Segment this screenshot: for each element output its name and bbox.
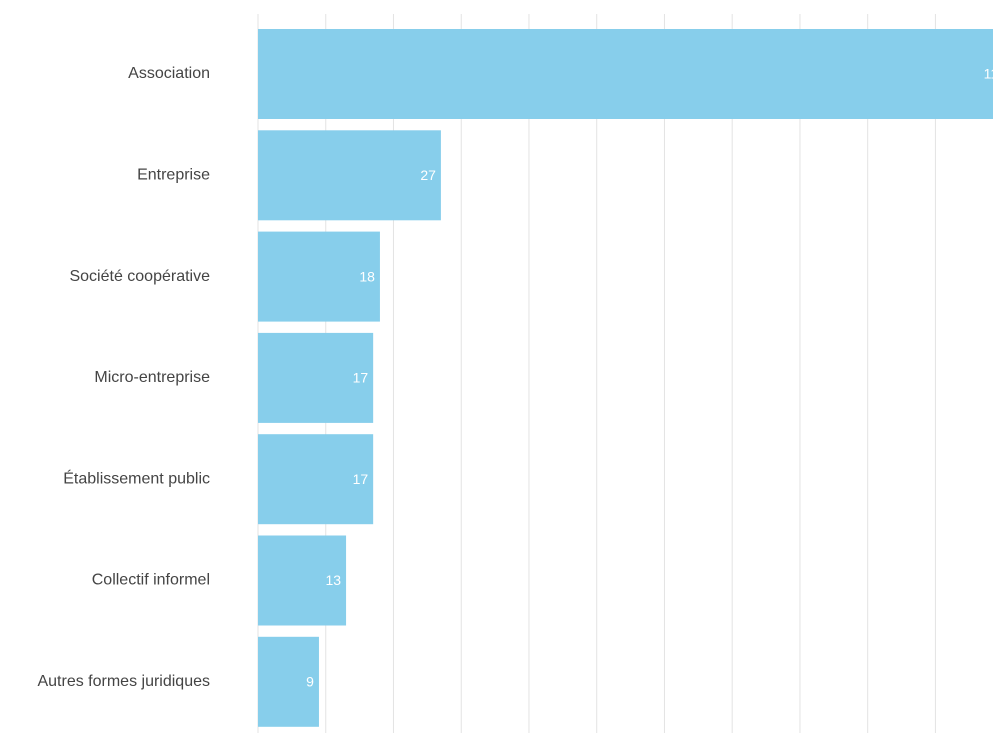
- value-label: 17: [353, 471, 369, 487]
- value-label: 18: [359, 268, 375, 284]
- category-label: Société coopérative: [69, 268, 210, 285]
- bar: [258, 636, 319, 727]
- bar: [258, 130, 441, 221]
- category-label: Association: [128, 65, 210, 82]
- bar: [258, 434, 374, 525]
- category-label: Autres formes juridiques: [37, 673, 210, 690]
- bar: [258, 332, 374, 423]
- bar: [258, 231, 380, 322]
- value-label: 17: [353, 370, 369, 386]
- value-label: 13: [325, 572, 341, 588]
- category-label: Collectif informel: [92, 572, 210, 589]
- bar: [258, 29, 993, 119]
- value-label: 27: [420, 167, 436, 183]
- category-label: Entreprise: [137, 167, 210, 184]
- bar: [258, 535, 347, 626]
- value-label: 111: [984, 66, 993, 82]
- category-label: Établissement public: [63, 468, 210, 487]
- category-label: Micro-entreprise: [94, 369, 210, 386]
- value-label: 9: [306, 674, 314, 690]
